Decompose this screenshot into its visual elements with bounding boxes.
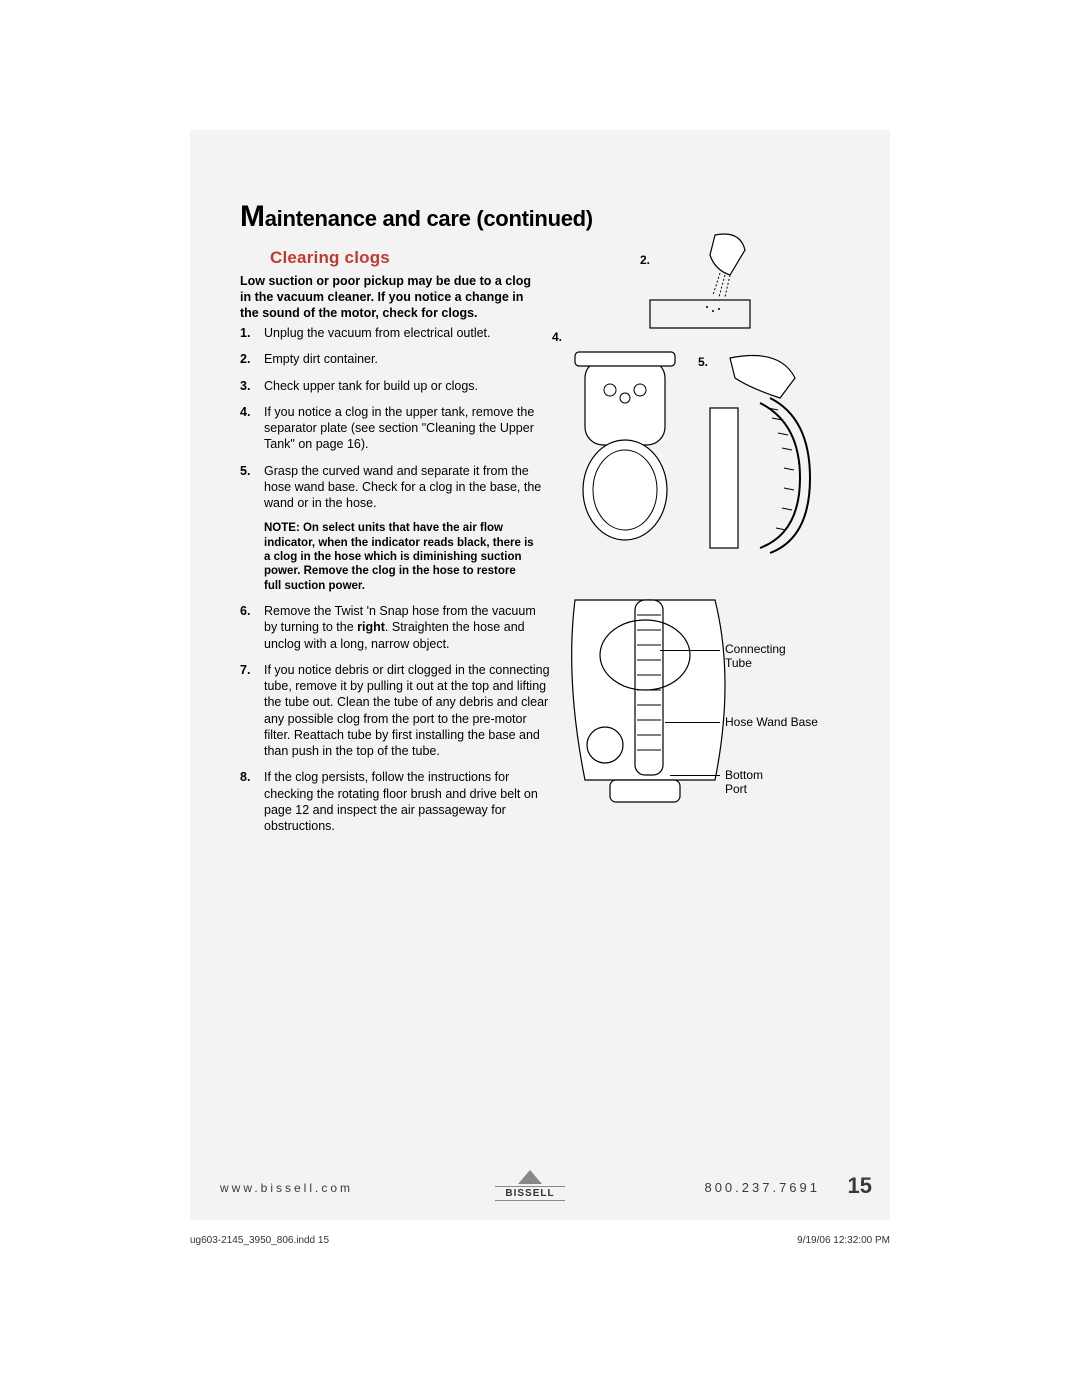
step-number: 8. bbox=[240, 769, 264, 834]
step-item: 3. Check upper tank for build up or clog… bbox=[240, 378, 550, 394]
page-title: Maintenance and care (continued) bbox=[240, 200, 593, 234]
footer-url: www.bissell.com bbox=[220, 1181, 353, 1195]
logo-triangle-icon bbox=[518, 1170, 542, 1184]
print-meta-filename: ug603-2145_3950_806.indd 15 bbox=[190, 1235, 329, 1246]
footer-phone: 800.237.7691 bbox=[704, 1180, 820, 1195]
callout-hose-wand-base: Hose Wand Base bbox=[725, 715, 818, 729]
print-meta-timestamp: 9/19/06 12:32:00 PM bbox=[797, 1235, 890, 1246]
page-footer: www.bissell.com BISSELL 800.237.7691 15 bbox=[190, 1165, 890, 1205]
step-number: 2. bbox=[240, 351, 264, 367]
step-item: 5. Grasp the curved wand and separate it… bbox=[240, 463, 550, 512]
content-area: Maintenance and care (continued) Clearin… bbox=[190, 130, 890, 1220]
figure-2-illustration bbox=[645, 225, 765, 335]
step-text: Check upper tank for build up or clogs. bbox=[264, 378, 550, 394]
step-number: 1. bbox=[240, 325, 264, 341]
step-text: If you notice a clog in the upper tank, … bbox=[264, 404, 550, 453]
callout-line bbox=[670, 775, 720, 776]
logo-text: BISSELL bbox=[495, 1186, 565, 1201]
step-text: Unplug the vacuum from electrical outlet… bbox=[264, 325, 550, 341]
step-text: Remove the Twist 'n Snap hose from the v… bbox=[264, 603, 550, 652]
step-note: NOTE: On select units that have the air … bbox=[264, 521, 534, 593]
step-number: 3. bbox=[240, 378, 264, 394]
step-item: 2. Empty dirt container. bbox=[240, 351, 550, 367]
title-initial: M bbox=[240, 200, 265, 233]
step-number: 4. bbox=[240, 404, 264, 453]
callout-bottom-port: Bottom Port bbox=[725, 768, 763, 797]
step-item: 1. Unplug the vacuum from electrical out… bbox=[240, 325, 550, 341]
step-number: 5. bbox=[240, 463, 264, 512]
figure-4-illustration bbox=[560, 340, 695, 560]
step-text: If the clog persists, follow the instruc… bbox=[264, 769, 550, 834]
intro-paragraph: Low suction or poor pickup may be due to… bbox=[240, 273, 545, 321]
steps-list: 1. Unplug the vacuum from electrical out… bbox=[240, 325, 550, 844]
section-subtitle: Clearing clogs bbox=[270, 248, 390, 268]
callout-line bbox=[660, 650, 720, 651]
figure-5-illustration bbox=[700, 348, 840, 563]
step-item: 6. Remove the Twist 'n Snap hose from th… bbox=[240, 603, 550, 652]
brand-logo: BISSELL bbox=[495, 1170, 565, 1201]
manual-page: Maintenance and care (continued) Clearin… bbox=[190, 130, 890, 1220]
step-item: 8. If the clog persists, follow the inst… bbox=[240, 769, 550, 834]
step-text: Grasp the curved wand and separate it fr… bbox=[264, 463, 550, 512]
step-text: Empty dirt container. bbox=[264, 351, 550, 367]
step-number: 6. bbox=[240, 603, 264, 652]
callout-line bbox=[665, 722, 720, 723]
title-rest: aintenance and care (continued) bbox=[265, 206, 593, 231]
step-item: 7. If you notice debris or dirt clogged … bbox=[240, 662, 550, 760]
callout-connecting-tube: Connecting Tube bbox=[725, 642, 786, 671]
footer-page-number: 15 bbox=[848, 1173, 872, 1199]
step-text: If you notice debris or dirt clogged in … bbox=[264, 662, 550, 760]
step-item: 4. If you notice a clog in the upper tan… bbox=[240, 404, 550, 453]
step-number: 7. bbox=[240, 662, 264, 760]
